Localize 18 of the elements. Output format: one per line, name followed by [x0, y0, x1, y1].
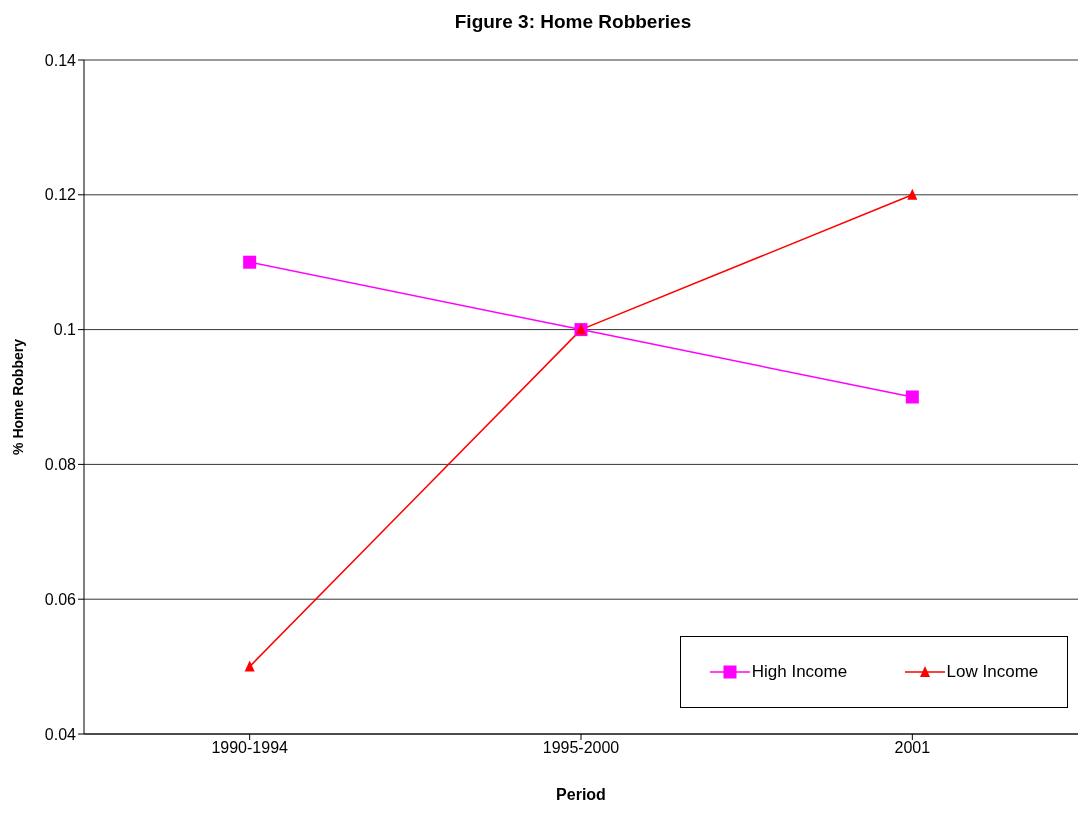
y-tick-label: 0.14 — [44, 51, 77, 69]
legend-label: High Income — [751, 662, 848, 682]
x-tick-label: 1990-1994 — [211, 739, 289, 757]
y-tick-label: 0.1 — [53, 321, 77, 339]
x-tick-label: 1995-2000 — [542, 739, 620, 757]
point — [244, 660, 255, 672]
x-axis-title: Period — [556, 786, 606, 803]
y-tick-label: 0.12 — [44, 186, 77, 204]
chart-title: Figure 3: Home Robberies — [453, 10, 693, 34]
legend-label: Low Income — [946, 662, 1039, 682]
y-tick-label: 0.06 — [44, 590, 77, 608]
y-tick-label: 0.04 — [44, 725, 77, 743]
point — [905, 390, 919, 404]
y-tick-label: 0.08 — [44, 456, 77, 474]
point — [243, 255, 257, 269]
y-axis-title: % Home Robbery — [9, 338, 26, 455]
x-tick-label: 2001 — [894, 739, 931, 757]
point — [907, 188, 918, 200]
